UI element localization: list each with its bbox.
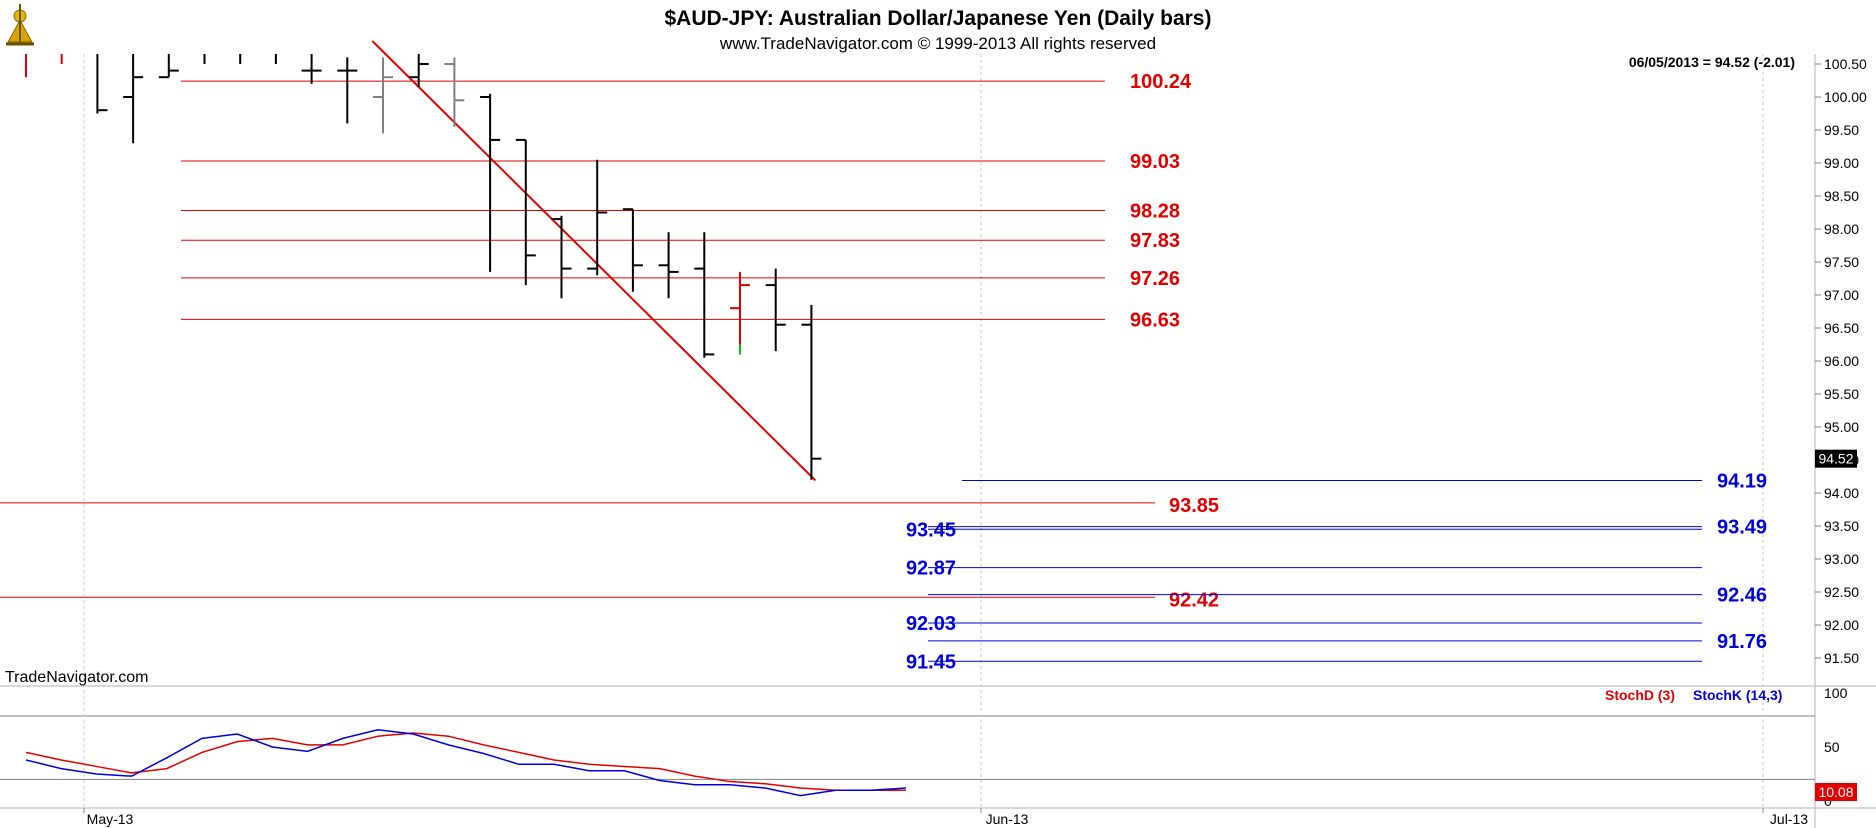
ohlc-bar [587,159,608,276]
x-axis-labels: May-13 Jun-13 Jul-13 [83,808,1808,827]
stoch-d-line [25,732,906,791]
ohlc-bars [25,54,822,480]
ohlc-bar [658,232,679,299]
stoch-legend-d: StochD (3) [1605,687,1675,703]
price-tick-label: 96.00 [1824,353,1859,369]
ohlc-bar [765,268,786,352]
ohlc-bar [622,208,643,292]
x-axis-label: Jul-13 [1770,811,1808,827]
ohlc-bar [694,232,715,358]
price-tick-label: 97.50 [1824,254,1859,270]
stoch-value-tag-text: 10.08 [1818,784,1853,800]
downtrend-line [371,40,817,482]
price-tick-label: 98.00 [1824,221,1859,237]
price-tick-label: 93.50 [1824,518,1859,534]
support-level-label: 92.42 [1169,589,1219,611]
price-tick-label: 94.00 [1824,485,1859,501]
price-tick-label: 92.00 [1824,617,1859,633]
watermark: TradeNavigator.com [5,669,148,686]
projection-level-label-left: 93.45 [906,519,956,541]
projection-level-label-left: 91.45 [906,651,956,673]
last-value-label: 06/05/2013 = 94.52 (-2.01) [1629,54,1795,70]
price-tick-label: 92.50 [1824,584,1859,600]
ohlc-bar [730,271,750,355]
resistance-level-label: 99.03 [1130,151,1180,173]
x-axis-label: Jun-13 [986,811,1029,827]
projection-level-label-right: 91.76 [1717,631,1767,653]
support-level-label: 93.85 [1169,495,1219,517]
price-tick-label: 91.50 [1824,650,1859,666]
stoch-value-tag: 10.08 [1815,783,1857,801]
current-price-tag-text: 94.52 [1818,451,1853,467]
price-tick-label: 99.50 [1824,122,1859,138]
price-levels: 100.24 99.03 98.28 97.83 97.26 96.63 93.85 92.4… [0,71,1767,673]
ohlc-bar [801,304,822,480]
chart-title: $AUD-JPY: Australian Dollar/Japanese Yen… [665,7,1212,30]
projection-level-label-left: 92.87 [906,558,956,580]
price-tick-label: 100.50 [1824,56,1867,72]
projection-level-label-left: 92.03 [906,613,956,635]
ohlc-bar [444,57,465,127]
projection-level-label-right: 92.46 [1717,585,1767,607]
logo-icon [6,4,34,46]
ohlc-bar [373,57,393,134]
ohlc-bar [551,215,572,299]
ohlc-bar [301,54,322,84]
projection-level-label-right: 94.19 [1717,470,1767,492]
resistance-level-label: 98.28 [1130,201,1180,223]
chart-subtitle: www.TradeNavigator.com © 1999-2013 All r… [719,34,1156,53]
ohlc-bar [96,54,108,114]
projection-level-label-right: 93.49 [1717,517,1767,539]
x-axis-label: May-13 [87,811,134,827]
header-band [0,0,1876,54]
ohlc-bar [337,57,358,124]
price-tick-label: 96.50 [1824,320,1859,336]
price-tick-label: 99.00 [1824,155,1859,171]
resistance-level-label: 97.83 [1130,230,1180,252]
price-tick-label: 100.00 [1824,89,1867,105]
stoch-axis-label: 100 [1824,685,1848,701]
ohlc-bar [123,54,144,144]
ohlc-bar [480,93,501,272]
price-axis: 91.5092.0092.5093.0093.5094.0094.5095.00… [1815,56,1867,666]
price-tick-label: 98.50 [1824,188,1859,204]
resistance-level-label: 96.63 [1130,309,1180,331]
stoch-axis-label: 50 [1824,739,1840,755]
ohlc-bar [515,138,536,286]
ohlc-bar [408,54,429,88]
current-price-tag: 94.52 [1815,449,1857,468]
price-tick-label: 93.00 [1824,551,1859,567]
price-tick-label: 95.00 [1824,419,1859,435]
stoch-legend-k: StochK (14,3) [1693,687,1782,703]
resistance-level-label: 97.26 [1130,268,1180,290]
stoch-k-line [25,728,907,797]
price-tick-label: 97.00 [1824,287,1859,303]
ohlc-bar [158,54,179,79]
resistance-level-label: 100.24 [1130,71,1192,93]
price-tick-label: 95.50 [1824,386,1859,402]
